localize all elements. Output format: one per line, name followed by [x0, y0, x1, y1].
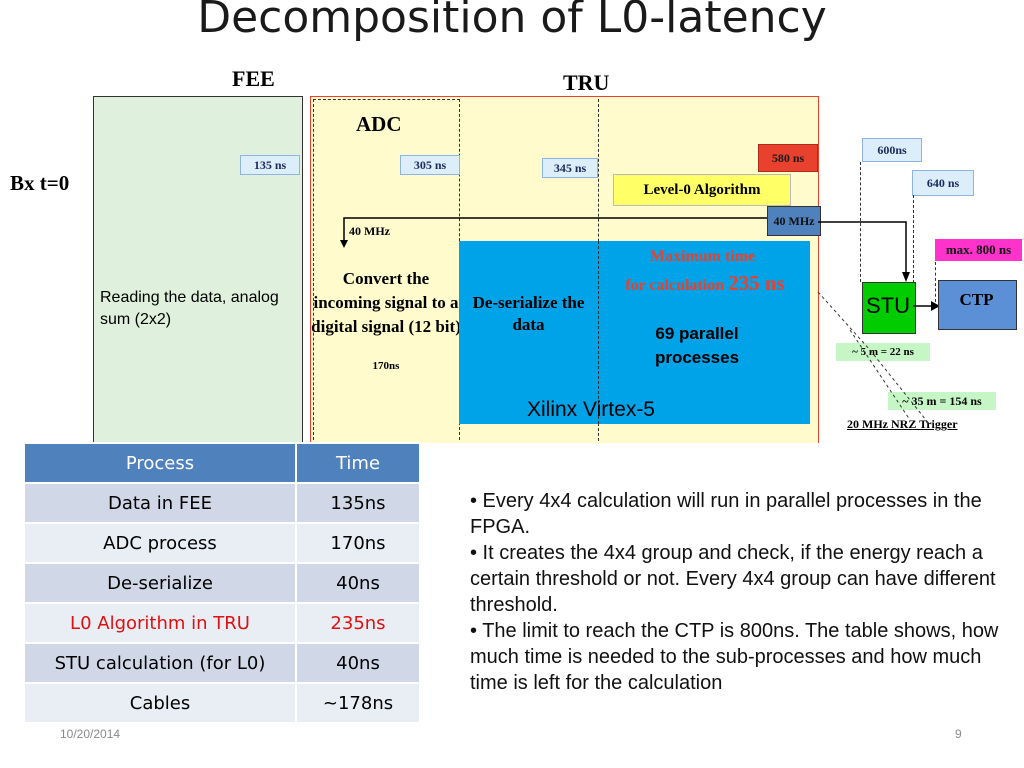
max-time-value: 235 ns	[728, 271, 785, 295]
adc-convert-text: Convert the incoming signal to a digital…	[311, 269, 461, 336]
tru-label: TRU	[563, 70, 610, 95]
table-row: ADC process 170ns	[23, 522, 421, 564]
table-cell-process: ADC process	[23, 522, 297, 564]
table-row: De-serialize 40ns	[23, 562, 421, 604]
table-row-highlight: L0 Algorithm in TRU 235ns	[23, 602, 421, 644]
table-header-process: Process	[23, 442, 297, 484]
distance-35m-tag: ~ 35 m = 154 ns	[888, 392, 996, 410]
table-cell-time: 40ns	[295, 642, 421, 684]
distance-5m-tag: ~ 5 m = 22 ns	[836, 343, 930, 361]
clock-40mhz-right: 40 MHz	[767, 206, 821, 236]
table-cell-process: Data in FEE	[23, 482, 297, 524]
table-cell-time: 235ns	[295, 602, 421, 644]
cable-diagonals	[817, 291, 931, 426]
table-cell-time: 170ns	[295, 522, 421, 564]
ctp-box	[938, 280, 1017, 330]
xilinx-label: Xilinx Virtex-5	[527, 398, 655, 421]
table-cell-time: ~178ns	[295, 682, 421, 724]
fee-box	[93, 96, 303, 443]
table-row: STU calculation (for L0) 40ns	[23, 642, 421, 684]
time-tag-345: 345 ns	[542, 158, 598, 178]
parallel-processes-text: 69 parallel processes	[654, 324, 740, 367]
process-time-table: Process Time Data in FEE 135ns ADC proce…	[23, 442, 421, 724]
fee-label: FEE	[232, 66, 275, 91]
table-header-time: Time	[295, 442, 421, 484]
table-cell-time: 40ns	[295, 562, 421, 604]
stu-label: STU	[866, 293, 910, 318]
ctp-label: CTP	[959, 290, 994, 309]
fpga-box	[459, 241, 810, 424]
table-row: Cables ~178ns	[23, 682, 421, 724]
bullet-list: • Every 4x4 calculation will run in para…	[470, 488, 1005, 696]
adc-convert-time: 170ns	[372, 360, 400, 372]
footer-page-number: 9	[955, 727, 962, 741]
bullet-item: • The limit to reach the CTP is 800ns. T…	[470, 620, 999, 694]
dash-line-640	[913, 195, 914, 283]
max-time-line1: Maximum time	[649, 248, 756, 265]
fpga-divider	[598, 241, 599, 424]
fee-reading-text: Reading the data, analog sum (2x2)	[100, 289, 279, 328]
time-tag-640: 640 ns	[912, 170, 974, 196]
level0-algorithm-box: Level-0 Algorithm	[613, 174, 791, 206]
max-800-tag: max. 800 ns	[935, 239, 1022, 261]
stu-ctp-arrow	[913, 301, 940, 311]
max-time-line2-wrap: for calculation 235 ns	[600, 271, 810, 296]
table-cell-process: L0 Algorithm in TRU	[23, 602, 297, 644]
table-cell-time: 135ns	[295, 482, 421, 524]
table-cell-process: STU calculation (for L0)	[23, 642, 297, 684]
footer-date: 10/20/2014	[60, 727, 121, 741]
table-row: Data in FEE 135ns	[23, 482, 421, 524]
bx-label: Bx t=0	[10, 171, 70, 195]
bullet-item: • Every 4x4 calculation will run in para…	[470, 490, 982, 538]
table-cell-process: De-serialize	[23, 562, 297, 604]
time-tag-305: 305 ns	[400, 155, 460, 175]
time-tag-580: 580 ns	[758, 144, 818, 172]
slide-title: Decomposition of L0-latency	[197, 0, 827, 43]
bullet-item: • It creates the 4x4 group and check, if…	[470, 542, 996, 616]
stu-box	[862, 282, 916, 334]
clock-40mhz-left: 40 MHz	[349, 224, 390, 238]
dash-line-800	[935, 262, 936, 302]
clock-arrow-right	[818, 221, 910, 282]
time-tag-600: 600ns	[862, 138, 922, 162]
deserialize-text: De-serialize the data	[472, 293, 585, 334]
clock-arrow-left	[340, 217, 768, 248]
table-cell-process: Cables	[23, 682, 297, 724]
nrz-trigger-label: 20 MHz NRZ Trigger	[847, 417, 958, 431]
time-tag-135: 135 ns	[240, 155, 300, 175]
max-time-line2: for calculation	[625, 277, 725, 294]
adc-label: ADC	[356, 112, 402, 136]
